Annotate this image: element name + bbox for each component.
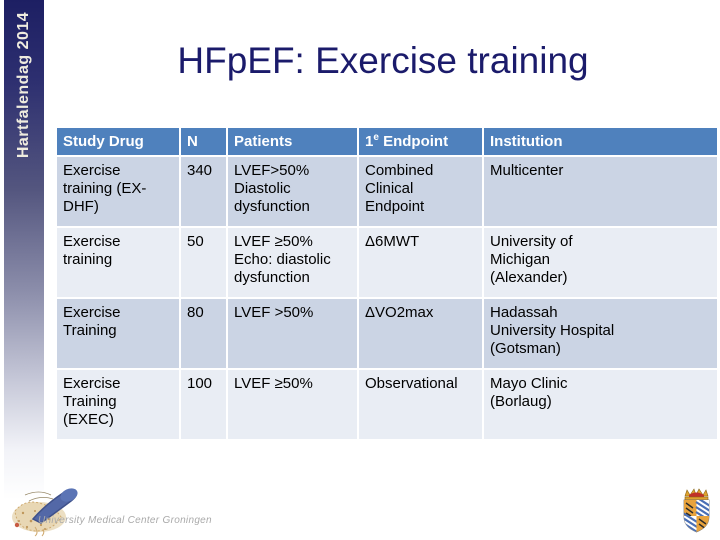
- header-cell-study-drug: Study Drug: [55, 126, 181, 157]
- cell-patients: LVEF ≥50%: [226, 368, 359, 441]
- cell-n: 100: [179, 368, 228, 441]
- table-row: Exercise Training 80 LVEF >50% ΔVO2max H…: [55, 297, 719, 370]
- cell-institution: Multicenter: [482, 155, 719, 228]
- cell-institution: Mayo Clinic (Borlaug): [482, 368, 719, 441]
- page-title: HFpEF: Exercise training: [177, 40, 589, 81]
- cell-patients: LVEF>50% Diastolic dysfunction: [226, 155, 359, 228]
- cell-endpoint: Observational: [357, 368, 484, 441]
- sidebar-label: Hartfalendag 2014: [15, 11, 32, 159]
- cell-patients: LVEF >50%: [226, 297, 359, 370]
- cell-study-drug: Exercise training (EX- DHF): [55, 155, 181, 228]
- header-cell-patients: Patients: [226, 126, 359, 157]
- footer-text: University Medical Center Groningen: [38, 515, 212, 526]
- cell-patients: LVEF ≥50% Echo: diastolic dysfunction: [226, 226, 359, 299]
- study-table: Study Drug N Patients 1e Endpoint Instit…: [55, 126, 719, 441]
- cell-n: 50: [179, 226, 228, 299]
- cell-endpoint: Combined Clinical Endpoint: [357, 155, 484, 228]
- groningen-crest-icon: [683, 488, 710, 533]
- table-header-row: Study Drug N Patients 1e Endpoint Instit…: [55, 126, 719, 157]
- table-row: Exercise training (EX- DHF) 340 LVEF>50%…: [55, 155, 719, 228]
- header-cell-institution: Institution: [482, 126, 719, 157]
- cell-endpoint: Δ6MWT: [357, 226, 484, 299]
- cell-endpoint: ΔVO2max: [357, 297, 484, 370]
- cell-institution: University of Michigan (Alexander): [482, 226, 719, 299]
- cell-study-drug: Exercise Training (EXEC): [55, 368, 181, 441]
- table-row: Exercise Training (EXEC) 100 LVEF ≥50% O…: [55, 368, 719, 441]
- table-row: Exercise training 50 LVEF ≥50% Echo: dia…: [55, 226, 719, 299]
- cell-n: 340: [179, 155, 228, 228]
- cell-n: 80: [179, 297, 228, 370]
- cell-study-drug: Exercise Training: [55, 297, 181, 370]
- cell-institution: Hadassah University Hospital (Gotsman): [482, 297, 719, 370]
- sidebar-gradient-bar: Hartfalendag 2014: [4, 0, 44, 500]
- header-cell-n: N: [179, 126, 228, 157]
- cell-study-drug: Exercise training: [55, 226, 181, 299]
- umcg-logo-icon: [12, 488, 78, 537]
- header-cell-endpoint: 1e Endpoint: [357, 126, 484, 157]
